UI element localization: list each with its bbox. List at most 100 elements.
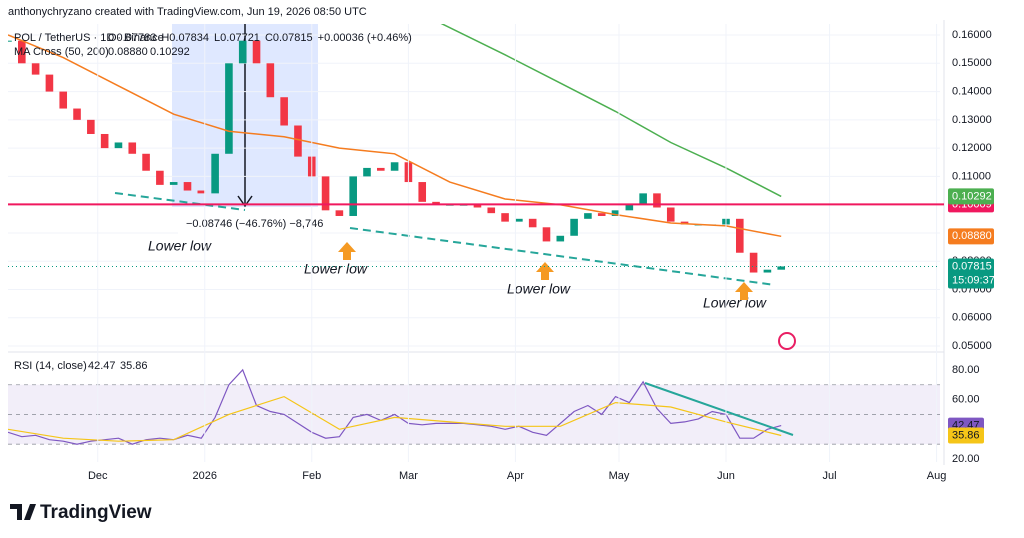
y-tick-label: 80.00	[952, 364, 980, 376]
price-label-bg	[948, 258, 994, 289]
candle	[763, 269, 772, 273]
candle	[556, 235, 565, 242]
candle	[335, 210, 344, 216]
candle	[156, 170, 164, 185]
annotation: Lower low	[507, 281, 571, 297]
annotation: Lower low	[304, 261, 368, 277]
y-tick-label: 0.16000	[952, 29, 992, 41]
x-tick-label: Aug	[927, 470, 947, 482]
candle	[183, 182, 192, 191]
arrow-up	[735, 282, 753, 300]
candle	[100, 133, 109, 149]
candle	[639, 193, 647, 205]
countdown: 15:09:37	[952, 274, 995, 286]
ohlc-value: O0.07783	[108, 32, 156, 44]
support-line	[349, 227, 776, 286]
arrow-up	[536, 262, 554, 280]
candle	[418, 182, 427, 202]
candle	[87, 119, 95, 134]
candle	[294, 125, 302, 157]
candle	[487, 207, 496, 214]
candle	[542, 227, 551, 242]
candle	[321, 176, 330, 211]
candle	[142, 153, 150, 171]
candle	[501, 213, 509, 222]
x-tick-label: Mar	[399, 470, 418, 482]
series-line	[8, 34, 782, 238]
symbol: POL / TetherUS · 1D · Binance	[14, 32, 164, 44]
candle	[280, 97, 288, 126]
candle	[611, 210, 620, 216]
candle	[515, 218, 523, 222]
rsi-title: RSI (14, close)	[14, 360, 87, 372]
annotation: Lower low	[148, 238, 212, 254]
series-line	[8, 395, 782, 442]
logo-mark	[10, 504, 36, 520]
rsi-ma-value: 35.86	[120, 360, 148, 372]
logo-text: TradingView	[40, 502, 152, 523]
rsi-label: 35.86	[952, 429, 980, 441]
candle	[653, 193, 661, 208]
price-label: 0.08880	[952, 230, 992, 242]
candle	[777, 266, 786, 270]
arrow-up	[338, 242, 356, 260]
candle	[349, 176, 357, 216]
ohlc-value: L0.07721	[214, 32, 260, 44]
candle	[114, 142, 123, 149]
rsi-value: 42.47	[88, 360, 116, 372]
x-tick-label: May	[609, 470, 630, 482]
candle	[225, 63, 233, 154]
candle	[252, 40, 261, 64]
change: +0.00036 (+0.46%)	[318, 32, 412, 44]
x-tick-label: Dec	[88, 470, 108, 482]
price-label-bg	[948, 188, 994, 205]
x-tick-label: Jun	[717, 470, 735, 482]
price-label: 0.07815	[952, 260, 992, 272]
candle	[128, 142, 137, 154]
price-label-bg	[948, 228, 994, 245]
support-line	[114, 192, 246, 211]
candle	[238, 40, 247, 64]
measure-label-bg	[178, 214, 320, 234]
alert-icon[interactable]	[778, 332, 796, 350]
candle	[597, 213, 606, 216]
candle	[8, 40, 12, 42]
ohlc-value: H0.07834	[161, 32, 209, 44]
candle	[18, 40, 26, 64]
rsi-plot	[8, 368, 940, 445]
candle	[363, 167, 371, 177]
y-tick-label: 60.00	[952, 393, 980, 405]
rsi-label-bg	[948, 427, 984, 444]
candle	[432, 201, 440, 205]
measure-label: −0.08746 (−46.76%) −8,746	[186, 218, 323, 230]
y-tick-label: 20.00	[952, 453, 980, 465]
candle	[570, 218, 578, 236]
series-line	[8, 368, 782, 445]
header: anthonychryzano created with TradingView…	[8, 6, 367, 18]
indicator-value: 0.08880	[108, 46, 148, 58]
y-tick-label: 0.11000	[952, 170, 991, 182]
candle	[266, 63, 275, 98]
candle	[666, 207, 675, 222]
measure-arrowhead	[237, 195, 253, 208]
candle	[390, 162, 399, 171]
candle	[31, 63, 40, 75]
x-tick-label: 2026	[193, 470, 217, 482]
y-tick-label: 0.14000	[952, 85, 992, 97]
candle	[169, 182, 178, 185]
annotation: Lower low	[703, 295, 767, 311]
candle	[59, 91, 68, 109]
candle	[73, 108, 81, 120]
y-tick-label: 0.13000	[952, 114, 992, 126]
ohlc-value: C0.07815	[265, 32, 313, 44]
x-tick-label: Apr	[507, 470, 524, 482]
y-tick-label: 0.12000	[952, 142, 992, 154]
rsi-trendline	[644, 382, 794, 436]
logo: TradingView	[10, 502, 152, 523]
indicator-name: MA Cross (50, 200)	[14, 46, 109, 58]
price-label: 0.10292	[952, 190, 992, 202]
candle	[528, 218, 537, 228]
candle	[749, 252, 758, 273]
candle	[211, 153, 219, 194]
